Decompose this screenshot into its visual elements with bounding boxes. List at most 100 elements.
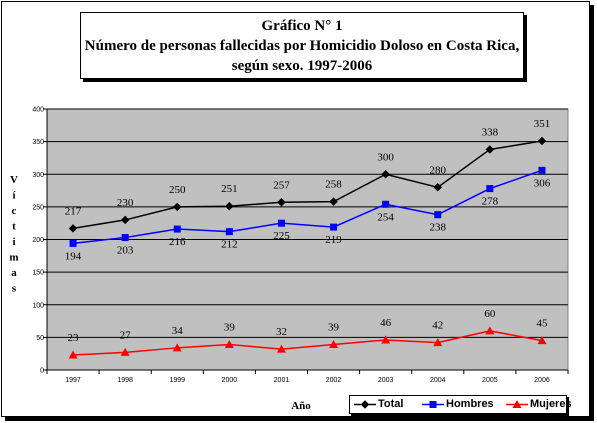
data-point — [485, 145, 495, 154]
data-point — [121, 234, 129, 242]
x-axis-ticks: 1997 1998 1999 2000 2001 2002 2003 2004 2005 2006 — [46, 370, 569, 384]
series-line — [73, 330, 543, 356]
chart-subtitle-line-2: según sexo. 1997-2006 — [231, 58, 373, 74]
data-point — [433, 182, 443, 192]
data-label: 278 — [482, 196, 499, 208]
y-axis-ticks: 0 50 100 150 200 250 300 350 400 — [32, 107, 47, 375]
data-label: 258 — [325, 179, 342, 191]
data-label: 238 — [430, 222, 447, 234]
y-tick-label: 100 — [32, 302, 44, 309]
data-label: 203 — [117, 245, 134, 257]
data-point — [172, 202, 182, 212]
y-axis-label-letter: V — [10, 174, 18, 186]
data-point — [382, 200, 390, 208]
y-tick-label: 350 — [32, 139, 44, 146]
data-point — [381, 169, 391, 179]
data-point — [381, 335, 391, 344]
y-axis-label-letter: í — [12, 190, 16, 202]
data-label: 32 — [276, 326, 287, 338]
legend-label: Mujeres — [530, 398, 572, 410]
x-axis-label: Año — [291, 400, 311, 412]
chart-subtitle-line-1: Número de personas fallecidas por Homici… — [84, 38, 520, 54]
data-point — [538, 166, 546, 174]
data-label: 225 — [273, 230, 290, 242]
data-label: 34 — [172, 325, 184, 337]
data-label: 254 — [377, 211, 394, 223]
legend: Total Hombres Mujeres — [349, 395, 572, 414]
data-point — [225, 228, 233, 236]
data-label: 306 — [534, 177, 551, 189]
legend-swatch — [422, 401, 444, 408]
data-point — [276, 344, 286, 353]
x-tick-label: 2006 — [534, 377, 550, 384]
y-axis-label-letter: a — [11, 267, 17, 279]
title-box: Gráfico N° 1 Número de personas fallecid… — [80, 12, 524, 79]
data-point — [277, 197, 286, 207]
data-point — [429, 401, 437, 408]
x-tick-label: 1999 — [169, 377, 185, 384]
data-point — [173, 225, 181, 233]
data-point — [434, 211, 442, 219]
data-label: 45 — [536, 318, 548, 330]
series-total: 217 230 250 251 257 258 300 280 338 351 — [65, 118, 551, 233]
data-point — [224, 201, 234, 211]
data-point — [172, 343, 182, 352]
x-tick-label: 2004 — [430, 377, 446, 384]
x-tick-label: 2000 — [222, 377, 238, 384]
data-point — [277, 219, 285, 227]
data-point — [69, 239, 77, 247]
data-point — [537, 336, 547, 345]
data-point — [224, 340, 234, 349]
y-axis-label-letter: s — [12, 283, 17, 295]
data-point — [330, 223, 338, 231]
x-tick-label: 1997 — [65, 377, 81, 384]
y-tick-label: 50 — [36, 335, 44, 342]
data-point — [329, 340, 339, 349]
data-label: 27 — [120, 329, 132, 341]
y-axis-label-letter: c — [12, 205, 17, 217]
legend-label: Total — [378, 398, 404, 410]
y-axis-label-letter: i — [12, 236, 15, 248]
y-axis-label-letter: t — [12, 221, 16, 233]
series-mujeres: 23 27 34 39 32 39 46 42 60 45 — [68, 308, 548, 359]
data-label: 217 — [65, 205, 82, 217]
data-point — [68, 224, 78, 233]
data-point — [120, 347, 130, 356]
data-label: 219 — [325, 234, 342, 246]
data-label: 280 — [430, 164, 447, 176]
y-tick-label: 300 — [32, 172, 44, 179]
data-label: 60 — [484, 308, 496, 320]
series-hombres: 194 203 216 212 225 219 254 238 278 306 — [65, 166, 551, 262]
x-tick-label: 2005 — [482, 377, 498, 384]
data-point — [329, 197, 338, 207]
data-label: 216 — [169, 236, 186, 248]
gridlines — [46, 108, 568, 371]
y-tick-label: 200 — [32, 237, 44, 244]
series-group: 217 230 250 251 257 258 300 280 338 351 194 203 216 2… — [65, 118, 551, 359]
data-label: 23 — [68, 332, 80, 344]
chart-title: Gráfico N° 1 — [261, 18, 343, 34]
data-label: 194 — [65, 250, 82, 262]
legend-swatch — [506, 400, 528, 408]
y-tick-label: 250 — [32, 204, 44, 211]
data-label: 251 — [221, 183, 238, 195]
series-line — [72, 140, 543, 230]
data-label: 257 — [273, 179, 290, 191]
data-point — [360, 400, 370, 409]
x-tick-label: 2002 — [326, 377, 342, 384]
data-point — [433, 338, 443, 347]
x-tick-label: 2001 — [274, 377, 290, 384]
data-label: 39 — [224, 322, 236, 334]
data-label: 250 — [169, 184, 186, 196]
data-label: 230 — [117, 197, 134, 209]
data-point — [485, 326, 495, 335]
y-axis-label-letter: m — [9, 252, 18, 264]
legend-swatch — [354, 400, 376, 409]
data-label: 351 — [534, 118, 551, 130]
data-label: 212 — [221, 239, 238, 251]
data-label: 42 — [432, 320, 443, 332]
data-point — [68, 350, 78, 359]
data-label: 300 — [377, 151, 394, 163]
